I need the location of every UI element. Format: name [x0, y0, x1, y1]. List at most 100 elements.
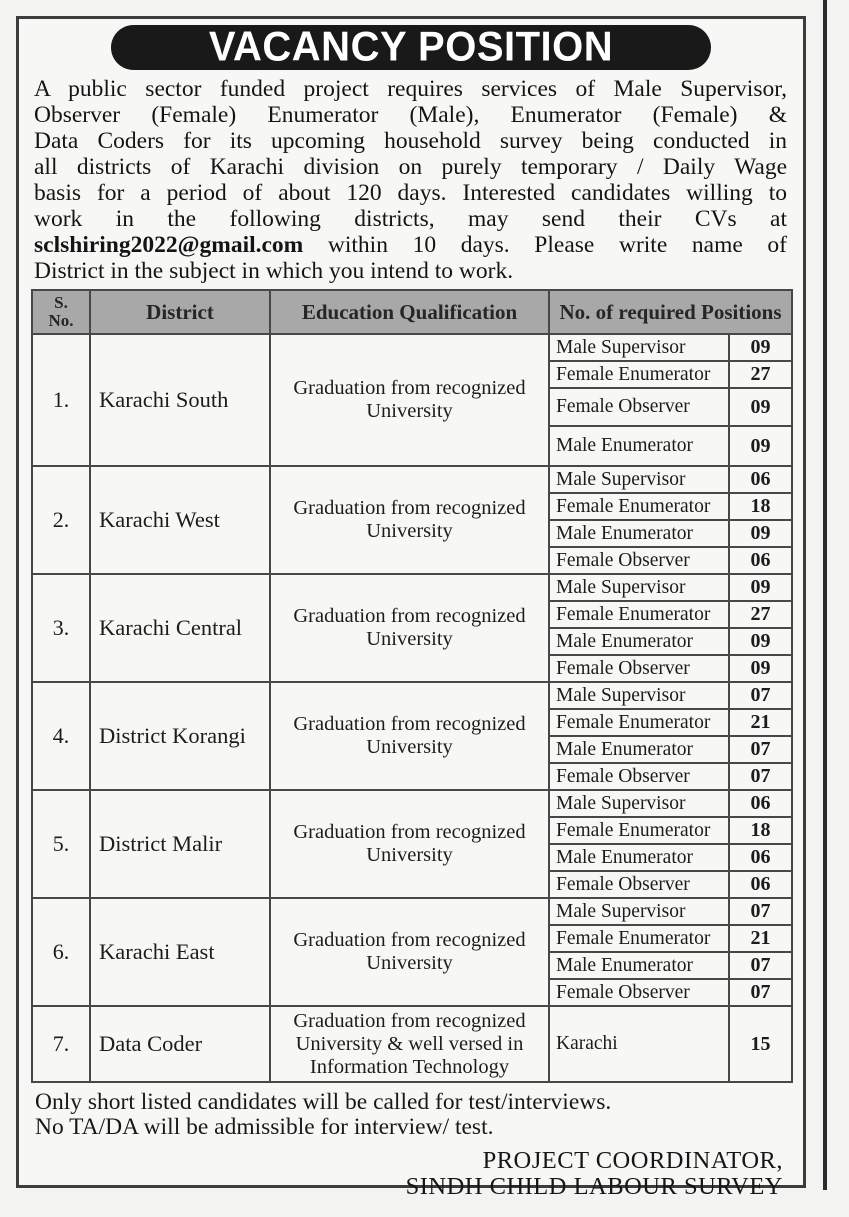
intro-line: Data Coders for its upcoming household s…: [34, 128, 787, 154]
cell-position-count: 07: [727, 951, 794, 980]
page-title: VACANCY POSITION: [208, 23, 614, 71]
cell-position-count: 09: [727, 425, 794, 467]
cell-sno: 1.: [31, 333, 91, 467]
table-row: 4. District Korangi Graduation from reco…: [31, 681, 794, 791]
intro-paragraph: A public sector funded project requires …: [34, 76, 787, 284]
intro-line: all districts of Karachi division on pur…: [34, 154, 787, 180]
signature-block: PROJECT COORDINATOR, SINDH CHILD LABOUR …: [19, 1148, 783, 1199]
cell-position-count: 09: [727, 519, 794, 548]
table-subrow: Female Observer 06: [32, 870, 794, 899]
cell-sno: 4.: [31, 681, 91, 791]
table-subrow: Female Observer 07: [32, 762, 794, 791]
vacancy-ad-box: VACANCY POSITION A public sector funded …: [16, 16, 806, 1199]
table-row: 3. Karachi Central Graduation from recog…: [31, 573, 794, 683]
cell-position-count: 18: [727, 816, 794, 845]
cell-position-label: Female Enumerator: [548, 708, 730, 737]
cell-district: Karachi South: [89, 333, 271, 467]
cell-position-label: Male Supervisor: [548, 465, 730, 494]
vacancy-title-banner: VACANCY POSITION: [111, 23, 711, 71]
table-subrow: Male Enumerator 07: [32, 735, 794, 764]
cell-position-label: Female Enumerator: [548, 924, 730, 953]
cell-position-count: 07: [727, 762, 794, 791]
table-subrow: Female Enumerator 21: [32, 708, 794, 737]
cell-education: Graduation from recognized University: [269, 333, 550, 467]
cell-position-count: 15: [727, 1005, 794, 1083]
cell-position-label: Male Enumerator: [548, 627, 730, 656]
cell-sno: 7.: [31, 1005, 91, 1083]
signature-line: PROJECT COORDINATOR,: [482, 1147, 783, 1174]
header-district: District: [89, 289, 271, 335]
cell-position-count: 07: [727, 735, 794, 764]
intro-line: basis for a period of about 120 days. In…: [34, 180, 787, 206]
cell-position-label: Female Enumerator: [548, 816, 730, 845]
cell-education: Graduation from recognized University: [269, 789, 550, 899]
cell-position-label: Male Enumerator: [548, 425, 730, 467]
cell-education: Graduation from recognized University: [269, 465, 550, 575]
cell-position-label: Female Enumerator: [548, 492, 730, 521]
cell-position-label: Male Supervisor: [548, 789, 730, 818]
cell-sno: 2.: [31, 465, 91, 575]
cell-position-label: Male Supervisor: [548, 573, 730, 602]
cell-position-count: 07: [727, 681, 794, 710]
cell-district: Data Coder: [89, 1005, 271, 1083]
intro-line: Observer (Female) Enumerator (Male), Enu…: [34, 102, 787, 128]
table-subrow: Male Enumerator 07: [32, 951, 794, 980]
table-row: 7. Data Coder Graduation from recognized…: [31, 1005, 794, 1083]
cell-position-label: Female Observer: [548, 654, 730, 683]
newspaper-column-divider: [823, 0, 827, 1190]
table-subrow: Male Enumerator 09: [32, 627, 794, 656]
cell-position-count: 06: [727, 546, 794, 575]
cell-district: Karachi East: [89, 897, 271, 1007]
cell-district: District Korangi: [89, 681, 271, 791]
header-sno-line1: S.: [54, 293, 68, 312]
cell-position-count: 07: [727, 897, 794, 926]
cell-position-label: Female Enumerator: [548, 360, 730, 389]
cell-position-label: Male Supervisor: [548, 333, 730, 362]
cell-position-count: 06: [727, 870, 794, 899]
cell-position-label: Female Observer: [548, 870, 730, 899]
cell-position-count: 09: [727, 573, 794, 602]
cell-position-label: Male Enumerator: [548, 843, 730, 872]
table-subrow: Female Observer 06: [32, 546, 794, 575]
table-subrow: Female Enumerator 27: [32, 360, 794, 389]
cell-position-count: 06: [727, 843, 794, 872]
table-subrow: Female Observer 09: [32, 654, 794, 683]
intro-line-email-rest: within 10 days. Please write name of: [303, 232, 787, 258]
table-row: 5. District Malir Graduation from recogn…: [31, 789, 794, 899]
header-sno: S. No.: [31, 289, 91, 335]
intro-line: District in the subject in which you int…: [34, 258, 514, 284]
cell-position-label: Female Observer: [548, 762, 730, 791]
cell-position-count: 21: [727, 924, 794, 953]
table-subrow: Female Enumerator 27: [32, 600, 794, 629]
cell-position-count: 09: [727, 387, 794, 427]
cell-district: Karachi West: [89, 465, 271, 575]
table-subrow: Female Observer 09: [32, 387, 794, 427]
intro-line: A public sector funded project requires …: [34, 76, 787, 102]
cell-position-label: Male Supervisor: [548, 897, 730, 926]
cell-position-count: 06: [727, 465, 794, 494]
table-subrow: Male Enumerator 06: [32, 843, 794, 872]
intro-line: work in the following districts, may sen…: [34, 206, 787, 232]
cell-position-count: 07: [727, 978, 794, 1007]
cell-position-label: Female Enumerator: [548, 600, 730, 629]
table-header-row: S. No. District Education Qualification N…: [31, 289, 794, 335]
cell-district: District Malir: [89, 789, 271, 899]
cell-education: Graduation from recognized University: [269, 897, 550, 1007]
vacancy-table: S. No. District Education Qualification N…: [31, 289, 794, 1083]
cell-position-count: 09: [727, 654, 794, 683]
cell-education: Graduation from recognized University: [269, 573, 550, 683]
cell-position-label: Male Enumerator: [548, 519, 730, 548]
note-line: No TA/DA will be admissible for intervie…: [35, 1113, 494, 1140]
cell-position-count: 06: [727, 789, 794, 818]
cell-education: Graduation from recognized University: [269, 681, 550, 791]
cell-sno: 3.: [31, 573, 91, 683]
cell-district: Karachi Central: [89, 573, 271, 683]
cell-position-count: 09: [727, 333, 794, 362]
note-line: Only short listed candidates will be cal…: [35, 1089, 612, 1115]
cell-position-count: 27: [727, 600, 794, 629]
contact-email: sclshiring2022@gmail.com: [34, 232, 304, 258]
cell-position-label: Female Observer: [548, 978, 730, 1007]
table-subrow: Female Enumerator 21: [32, 924, 794, 953]
table-subrow: Female Enumerator 18: [32, 816, 794, 845]
cell-position-label: Male Supervisor: [548, 681, 730, 710]
